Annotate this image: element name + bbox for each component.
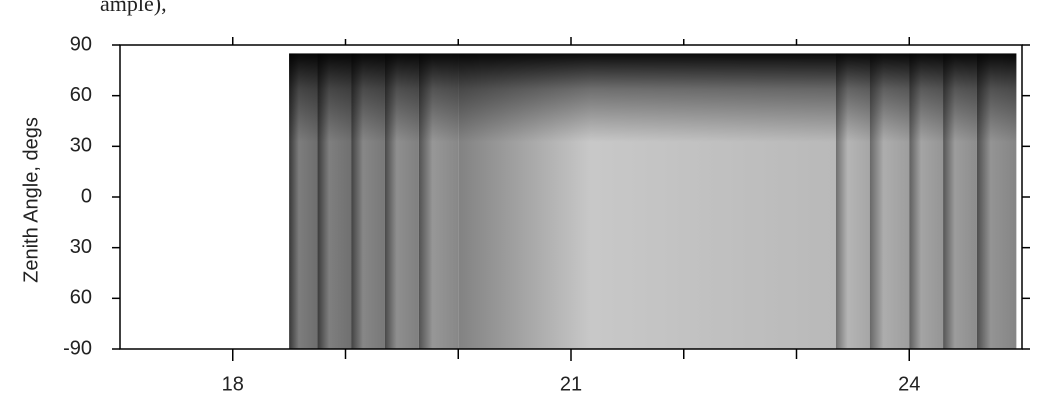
- y-tick-label: 30: [70, 236, 92, 258]
- y-tick-label: 60: [70, 84, 92, 106]
- y-tick-label: 0: [81, 185, 92, 207]
- y-tick-label: 90: [70, 33, 92, 55]
- x-tick-label: 24: [898, 373, 920, 395]
- x-tick-label: 21: [560, 373, 582, 395]
- caption-fragment: ample),: [100, 0, 167, 16]
- plot-area: [289, 53, 1017, 349]
- y-tick-label: -90: [63, 337, 92, 359]
- y-tick-label: 30: [70, 135, 92, 157]
- top-shading: [289, 53, 1017, 349]
- y-tick-label: 60: [70, 287, 92, 309]
- x-tick-label: 18: [222, 373, 244, 395]
- y-axis-label: Zenith Angle, degs: [20, 117, 42, 283]
